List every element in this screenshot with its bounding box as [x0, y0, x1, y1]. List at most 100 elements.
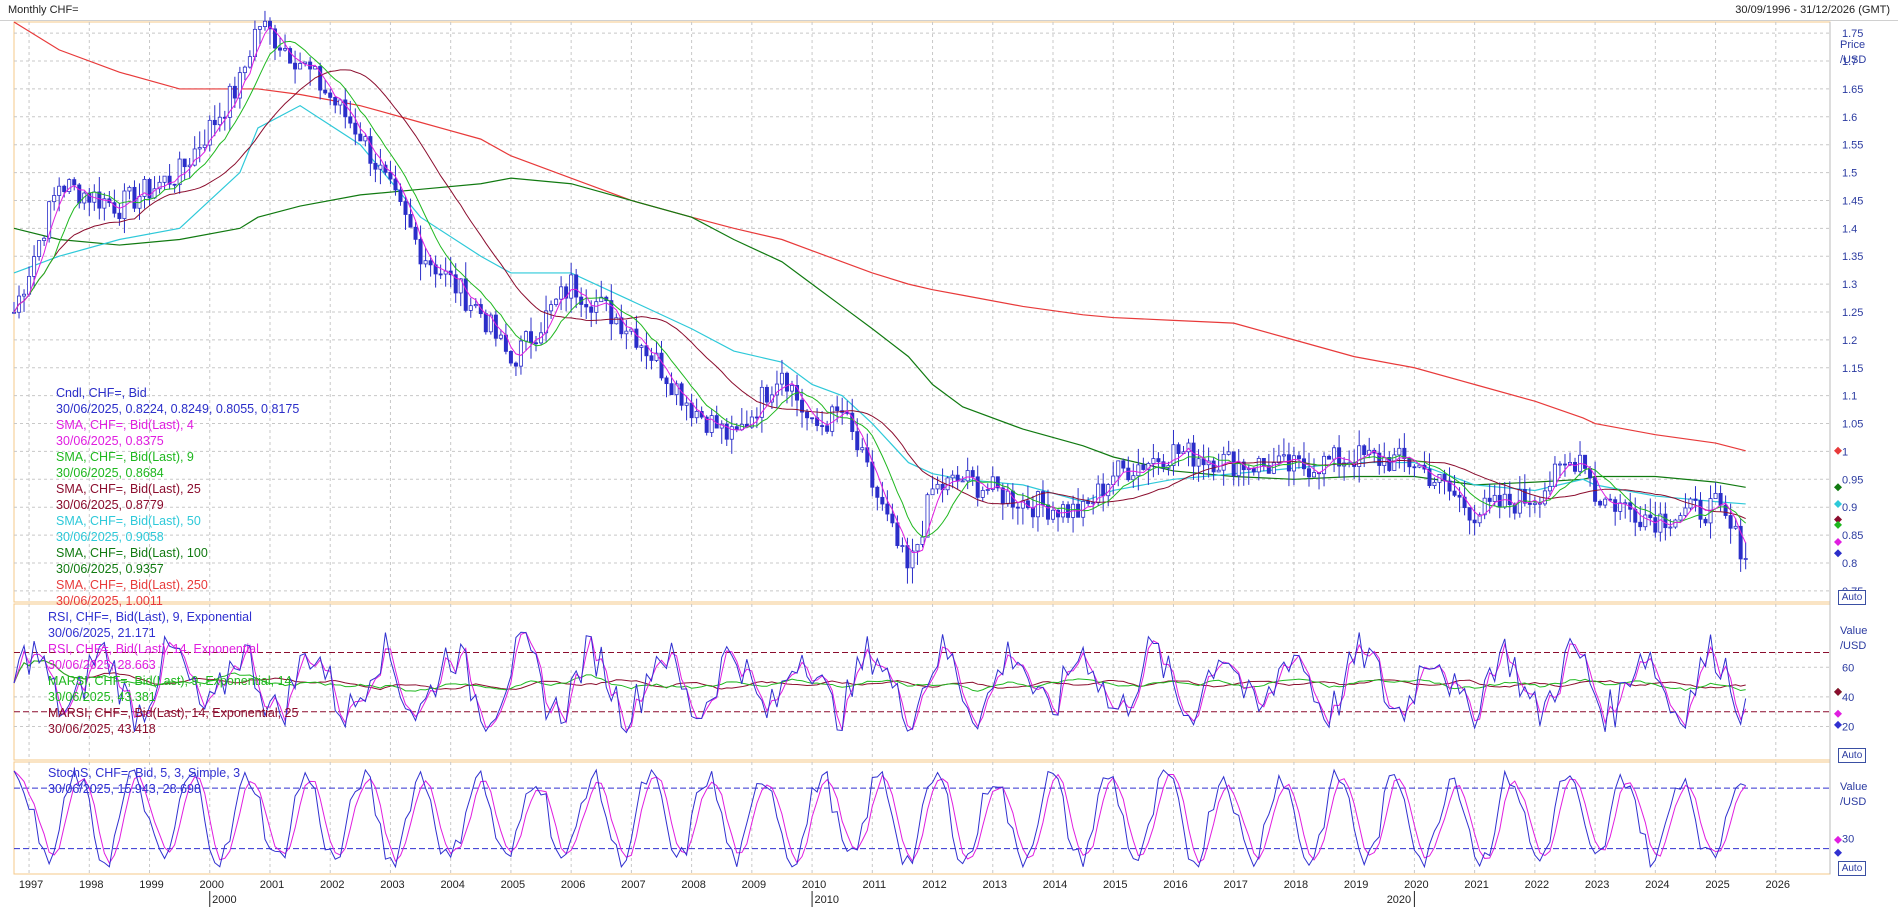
- date-range: 30/09/1996 - 31/12/2026 (GMT): [1735, 4, 1890, 16]
- x-tick-1998: 1998: [79, 879, 103, 891]
- price-auto-button[interactable]: Auto: [1838, 590, 1866, 605]
- candle-body: [393, 178, 398, 191]
- candle-body: [252, 28, 257, 58]
- candle-body: [1312, 472, 1317, 478]
- candle-body: [1547, 485, 1552, 492]
- candle-body: [1332, 447, 1337, 460]
- candle-body: [669, 383, 674, 396]
- price-tick-0: 1.75: [1842, 28, 1863, 40]
- candle-body: [1327, 455, 1332, 460]
- candle-body: [1402, 447, 1407, 460]
- candle-body: [453, 274, 458, 294]
- candle-body: [850, 412, 855, 432]
- x-tick-2012: 2012: [922, 879, 946, 891]
- candle-body: [1126, 467, 1131, 481]
- price-legend: Cndl, CHF=, Bid 30/06/2025, 0.8224, 0.82…: [56, 385, 299, 609]
- candle-body: [915, 544, 920, 552]
- candle-body: [1618, 502, 1623, 512]
- candle-body: [935, 483, 940, 490]
- candle-body: [1066, 504, 1071, 518]
- candle-body: [52, 195, 57, 203]
- candle-body: [789, 385, 794, 392]
- price-tick-19: 0.8: [1842, 558, 1857, 570]
- stoch-axis-unit: /USD: [1840, 796, 1867, 808]
- candle-body: [122, 190, 127, 219]
- candle-body: [112, 202, 117, 214]
- rsi-axis-title: Value /USD: [1840, 624, 1867, 654]
- x-tick-2016: 2016: [1163, 879, 1187, 891]
- x-tick-2008: 2008: [681, 879, 705, 891]
- candle-body: [1211, 460, 1216, 473]
- candle-body: [875, 486, 880, 498]
- candle-body: [1136, 464, 1141, 477]
- candle-body: [363, 136, 368, 142]
- candle-body: [523, 331, 528, 342]
- candle-body: [704, 416, 709, 433]
- candle-body: [1161, 461, 1166, 469]
- candle-body: [192, 148, 197, 166]
- legend-cndl-value: 30/06/2025, 0.8224, 0.8249, 0.8055, 0.81…: [56, 402, 300, 416]
- candle-body: [408, 214, 413, 228]
- candle-body: [1271, 462, 1276, 474]
- legend-sma50-value: 30/06/2025, 0.9058: [56, 530, 164, 544]
- candle-body: [1407, 458, 1412, 468]
- candle-body: [1176, 444, 1181, 454]
- candle-body: [830, 406, 835, 432]
- candle-body: [433, 264, 438, 275]
- candle-body: [584, 304, 589, 308]
- candle-body: [182, 158, 187, 168]
- candle-body: [724, 423, 729, 440]
- candle-body: [1306, 468, 1311, 478]
- candle-body: [890, 513, 895, 524]
- legend-rsi9-label: RSI, CHF=, Bid(Last), 9, Exponential: [48, 610, 252, 624]
- rsi-tick-1: 40: [1842, 692, 1854, 704]
- candle-body: [534, 342, 539, 345]
- marsi9-line: [13, 659, 1746, 692]
- x-tick-2007: 2007: [621, 879, 645, 891]
- candle-body: [614, 317, 619, 325]
- stoch-axis-title: Value /USD: [1840, 780, 1867, 810]
- candle-body: [1673, 519, 1678, 528]
- legend-cndl-label: Cndl, CHF=, Bid: [56, 386, 147, 400]
- candle-body: [343, 99, 348, 118]
- stoch-marker-1: [1834, 835, 1842, 844]
- price-tick-1: 1.7: [1842, 56, 1857, 68]
- candle-body: [47, 201, 52, 239]
- candle-body: [398, 189, 403, 202]
- sma25-line: [13, 69, 1746, 520]
- x-decade-2000: 2000: [212, 894, 236, 906]
- candle-body: [378, 164, 383, 170]
- candle-body: [1432, 481, 1437, 487]
- x-tick-2025: 2025: [1705, 879, 1729, 891]
- candle-body: [734, 426, 739, 431]
- x-tick-2014: 2014: [1043, 879, 1067, 891]
- candle-body: [684, 402, 689, 406]
- candle-body: [463, 278, 468, 311]
- candle-body: [990, 476, 995, 490]
- candle-body: [920, 536, 925, 545]
- legend-rsi14-label: RSI, CHF=, Bid(Last), 14, Exponential: [48, 642, 259, 656]
- candle-body: [413, 226, 418, 240]
- legend-sma50-label: SMA, CHF=, Bid(Last), 50: [56, 514, 201, 528]
- price-tick-14: 1.05: [1842, 419, 1863, 431]
- candle-body: [278, 47, 283, 51]
- candle-body: [232, 85, 237, 99]
- x-tick-2004: 2004: [440, 879, 464, 891]
- legend-rsi14-value: 30/06/2025, 28.663: [48, 658, 156, 672]
- legend-sma100-label: SMA, CHF=, Bid(Last), 100: [56, 546, 208, 560]
- candle-body: [689, 402, 694, 419]
- candle-body: [333, 97, 338, 106]
- candle-body: [358, 133, 363, 142]
- candle-body: [1296, 455, 1301, 460]
- rsi-auto-button[interactable]: Auto: [1838, 748, 1866, 763]
- candle-body: [1101, 483, 1106, 497]
- candle-body: [1738, 525, 1743, 560]
- legend-marsi14-value: 30/06/2025, 43.418: [48, 722, 156, 736]
- legend-stoch-label: StochS, CHF=, Bid, 5, 3, Simple, 3: [48, 766, 241, 780]
- candle-body: [338, 99, 343, 106]
- legend-stoch-value: 30/06/2025, 15.943, 28.698: [48, 782, 201, 796]
- candle-body: [1030, 507, 1035, 518]
- stoch-auto-button[interactable]: Auto: [1838, 861, 1866, 876]
- candle-body: [1186, 442, 1191, 453]
